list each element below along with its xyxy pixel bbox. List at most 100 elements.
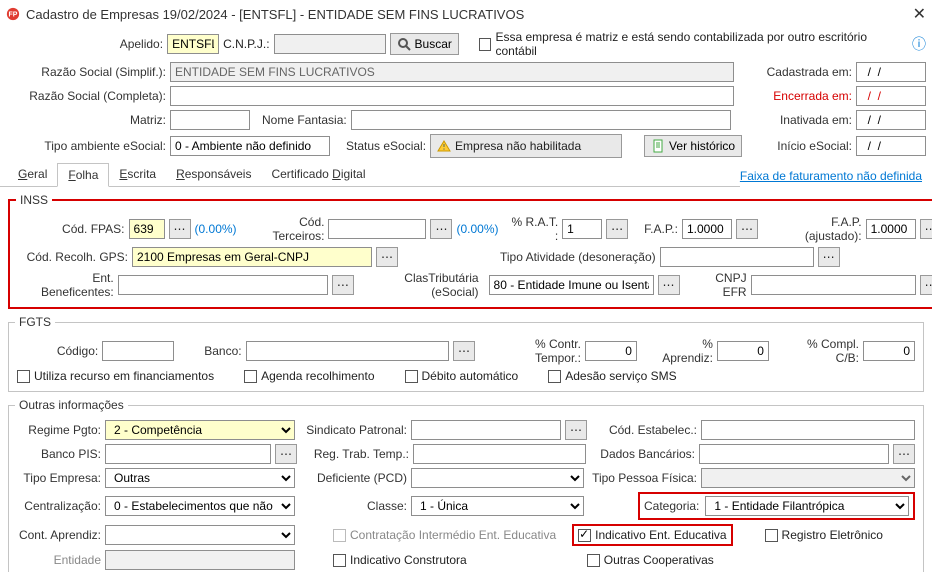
centralizacao-select[interactable]: 0 - Estabelecimentos que não c — [105, 496, 295, 516]
fap-label: F.A.P.: — [644, 222, 678, 236]
outras-coop-check[interactable]: Outras Cooperativas — [587, 553, 714, 567]
encerrada-input[interactable] — [856, 86, 926, 106]
inativada-input[interactable] — [856, 110, 926, 130]
regime-pgto-select[interactable]: 2 - Competência — [105, 420, 295, 440]
tab-responsaveis[interactable]: Responsáveis — [166, 163, 261, 187]
entidade-label: Entidade — [17, 553, 101, 567]
info-icon[interactable]: ⓘ — [912, 34, 926, 54]
tipo-pf-select[interactable] — [701, 468, 915, 488]
categoria-select[interactable]: 1 - Entidade Filantrópica — [705, 496, 909, 516]
tab-folha[interactable]: Folha — [57, 163, 109, 187]
cadastrada-input[interactable] — [856, 62, 926, 82]
ent-benef-lookup[interactable]: ⋯ — [332, 275, 354, 295]
cod-recolh-label: Cód. Recolh. GPS: — [18, 250, 128, 264]
utiliza-recurso-label: Utiliza recurso em financiamentos — [34, 369, 214, 383]
rat-input[interactable] — [562, 219, 602, 239]
tipo-ativ-lookup[interactable]: ⋯ — [818, 247, 840, 267]
banco-pis-lookup[interactable]: ⋯ — [275, 444, 297, 464]
apelido-input[interactable] — [167, 34, 219, 54]
cod-fpas-input[interactable] — [129, 219, 165, 239]
close-icon[interactable]: ✕ — [913, 4, 926, 24]
reg-trab-temp-input[interactable] — [413, 444, 586, 464]
dados-banc-lookup[interactable]: ⋯ — [893, 444, 915, 464]
cod-terceiros-lookup[interactable]: ⋯ — [430, 219, 452, 239]
app-icon: FP — [6, 7, 20, 21]
cod-recolh-lookup[interactable]: ⋯ — [376, 247, 398, 267]
fap-input[interactable] — [682, 219, 732, 239]
tab-certificado[interactable]: Certificado Digital — [261, 163, 375, 187]
agenda-recolh-check[interactable]: Agenda recolhimento — [244, 369, 374, 383]
classe-label: Classe: — [299, 499, 407, 513]
compl-cb-input[interactable] — [863, 341, 915, 361]
banco-pis-input[interactable] — [105, 444, 271, 464]
razao-compl-input[interactable] — [170, 86, 734, 106]
cod-fpas-pct: (0.00%) — [195, 222, 237, 236]
tipo-ativ-input[interactable] — [660, 247, 814, 267]
debito-auto-label: Débito automático — [422, 369, 519, 383]
cod-estab-input[interactable] — [701, 420, 915, 440]
tipo-empresa-select[interactable]: Outras — [105, 468, 295, 488]
search-icon — [397, 37, 411, 51]
razao-simpl-input[interactable] — [170, 62, 734, 82]
cnpj-efr-lookup[interactable]: ⋯ — [920, 275, 932, 295]
ent-benef-input[interactable] — [118, 275, 328, 295]
deficiente-select[interactable] — [411, 468, 584, 488]
cadastrada-label: Cadastrada em: — [738, 65, 852, 79]
deficiente-label: Deficiente (PCD) — [299, 471, 407, 485]
razao-compl-label: Razão Social (Completa): — [6, 89, 166, 103]
cnpj-label: C.N.P.J.: — [223, 37, 269, 51]
matriz-outra-check[interactable]: Essa empresa é matriz e está sendo conta… — [479, 30, 904, 58]
ver-historico-button[interactable]: Ver histórico — [644, 135, 742, 157]
razao-simpl-label: Razão Social (Simplif.): — [6, 65, 166, 79]
status-esocial-value: Empresa não habilitada — [455, 139, 581, 153]
matriz-input[interactable] — [170, 110, 250, 130]
registro-eletr-check[interactable]: Registro Eletrônico — [765, 528, 883, 542]
clas-trib-lookup[interactable]: ⋯ — [658, 275, 680, 295]
reg-trab-temp-label: Reg. Trab. Temp.: — [301, 447, 409, 461]
classe-select[interactable]: 1 - Única — [411, 496, 584, 516]
inicio-esocial-input[interactable] — [856, 136, 926, 156]
faixa-faturamento-link[interactable]: Faixa de faturamento não definida — [740, 169, 922, 183]
debito-auto-check[interactable]: Débito automático — [405, 369, 519, 383]
cont-aprendiz-select[interactable] — [105, 525, 295, 545]
document-icon — [651, 139, 665, 153]
cnpj-efr-input[interactable] — [751, 275, 916, 295]
sind-patronal-lookup[interactable]: ⋯ — [565, 420, 587, 440]
contratacao-inter-check: Contratação Intermédio Ent. Educativa — [333, 528, 556, 542]
fap-aj-input[interactable] — [866, 219, 916, 239]
inss-group: INSS Cód. FPAS: ⋯ (0.00%) Cód. Terceiros… — [8, 193, 932, 309]
fap-aj-label: F.A.P. (ajustado): — [774, 215, 862, 243]
outras-coop-label: Outras Cooperativas — [604, 553, 714, 567]
tipo-ambiente-input[interactable] — [170, 136, 330, 156]
rat-lookup[interactable]: ⋯ — [606, 219, 628, 239]
contr-tempor-label: % Contr. Tempor.: — [489, 337, 581, 365]
buscar-button[interactable]: Buscar — [390, 33, 459, 55]
agenda-recolh-label: Agenda recolhimento — [261, 369, 374, 383]
fap-lookup[interactable]: ⋯ — [736, 219, 758, 239]
fgts-banco-lookup[interactable]: ⋯ — [453, 341, 475, 361]
utiliza-recurso-check[interactable]: Utiliza recurso em financiamentos — [17, 369, 214, 383]
cod-terceiros-input[interactable] — [328, 219, 426, 239]
clas-trib-input[interactable] — [489, 275, 654, 295]
nome-fantasia-input[interactable] — [351, 110, 731, 130]
aprendiz-input[interactable] — [717, 341, 769, 361]
cod-fpas-lookup[interactable]: ⋯ — [169, 219, 191, 239]
fgts-banco-input[interactable] — [246, 341, 449, 361]
indicativo-constr-check[interactable]: Indicativo Construtora — [333, 553, 467, 567]
status-esocial-field[interactable]: Empresa não habilitada — [430, 134, 622, 158]
fgts-codigo-input[interactable] — [102, 341, 174, 361]
contr-tempor-input[interactable] — [585, 341, 637, 361]
fap-aj-lookup[interactable]: ⋯ — [920, 219, 932, 239]
sind-patronal-label: Sindicato Patronal: — [299, 423, 407, 437]
tab-escrita-label: scrita — [127, 167, 156, 181]
cod-recolh-input[interactable] — [132, 247, 372, 267]
cnpj-input[interactable] — [274, 34, 386, 54]
tab-geral[interactable]: Geral — [8, 163, 57, 187]
matriz-check-label: Essa empresa é matriz e está sendo conta… — [495, 30, 904, 58]
sind-patronal-input[interactable] — [411, 420, 561, 440]
tabstrip: Geral Folha Escrita Responsáveis Certifi… — [0, 162, 740, 187]
dados-banc-input[interactable] — [699, 444, 889, 464]
tab-escrita[interactable]: Escrita — [109, 163, 166, 187]
indicativo-ent-check[interactable]: Indicativo Ent. Educativa — [578, 528, 726, 542]
adesao-sms-check[interactable]: Adesão serviço SMS — [548, 369, 676, 383]
